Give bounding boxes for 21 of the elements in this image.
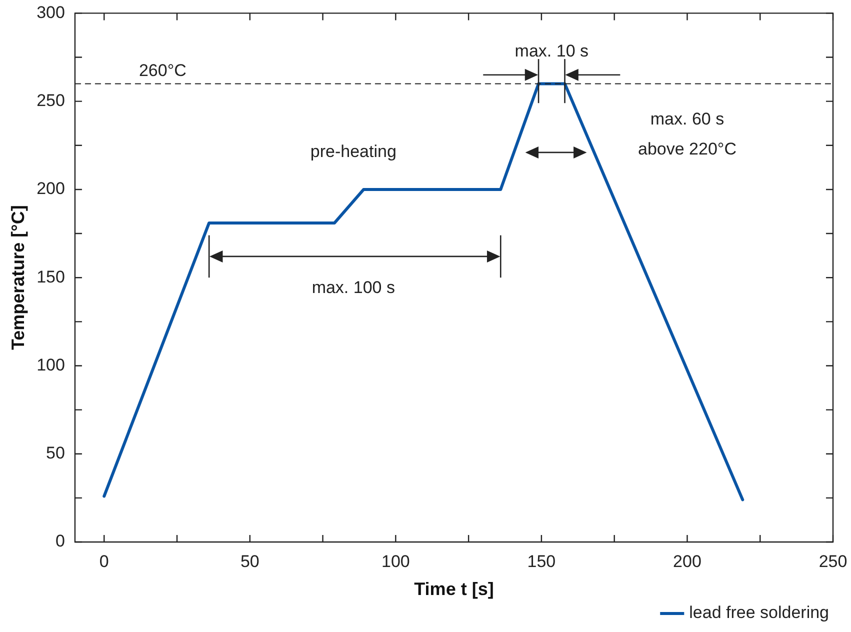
ref-line-label: 260°C	[138, 60, 186, 80]
y-tick-label: 300	[36, 2, 65, 22]
annotation: max. 100 s	[312, 278, 395, 297]
annotation: max. 10 s	[514, 42, 589, 61]
annotation: pre-heating	[310, 142, 396, 162]
y-tick-label: 250	[36, 91, 65, 110]
x-tick-label: 250	[818, 552, 848, 571]
y-axis-title: Temperature [°C]	[8, 205, 28, 350]
y-tick-label: 150	[36, 267, 65, 286]
x-tick-label: 50	[240, 552, 260, 571]
x-tick-label: 0	[99, 552, 109, 571]
y-tick-label: 0	[55, 532, 65, 551]
y-tick-label: 50	[46, 444, 65, 463]
y-tick-label: 100	[36, 355, 65, 374]
x-tick-label: 150	[527, 552, 556, 571]
x-tick-label: 200	[673, 552, 702, 571]
x-tick-label: 100	[381, 552, 410, 571]
x-axis-title: Time t [s]	[414, 579, 494, 600]
legend-label: lead free soldering	[689, 603, 830, 622]
y-tick-label: 200	[36, 179, 65, 198]
annotation: max. 60 s above 220°C	[638, 110, 736, 159]
